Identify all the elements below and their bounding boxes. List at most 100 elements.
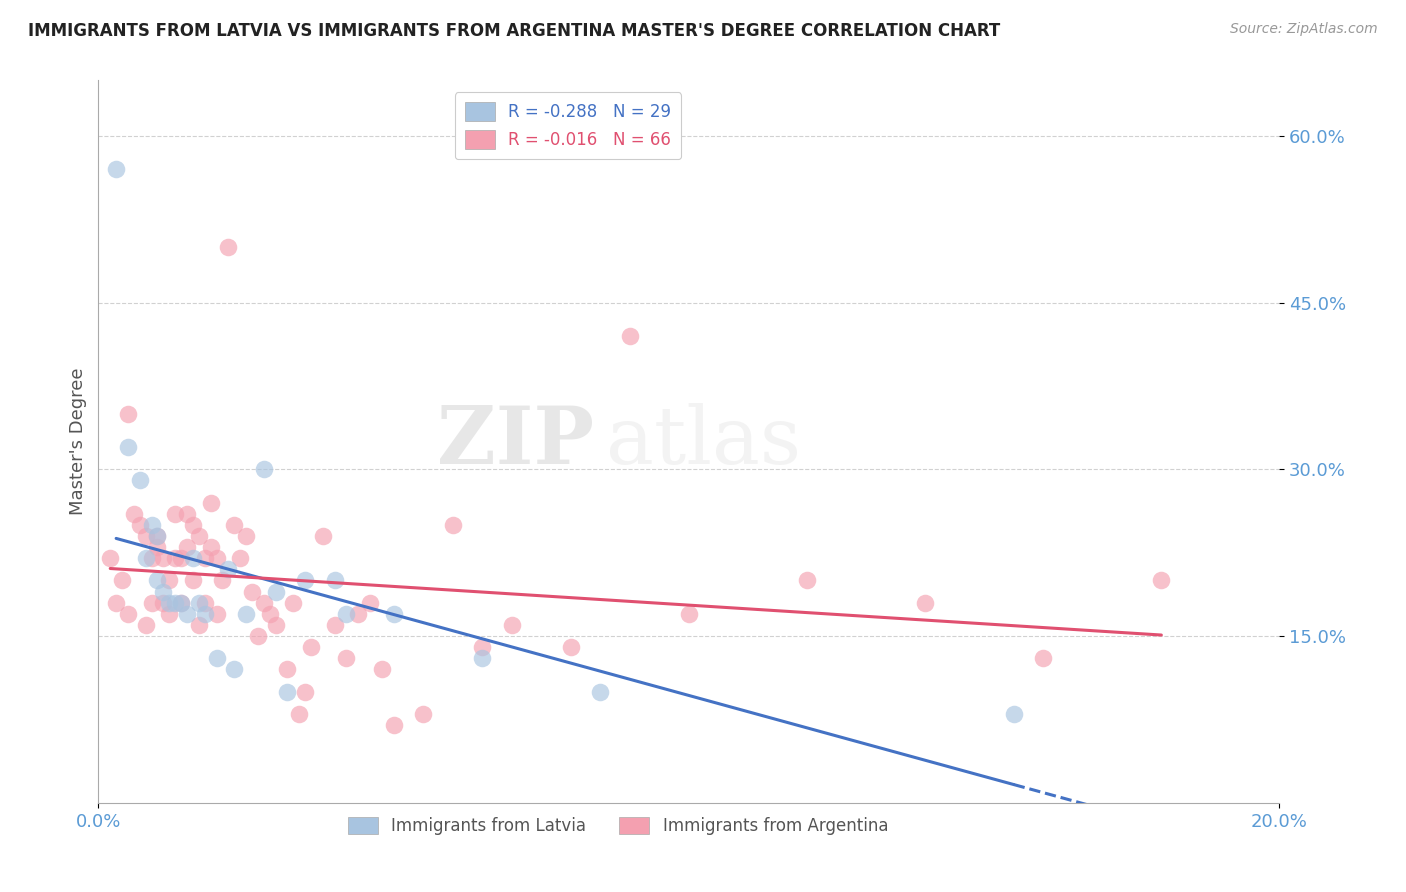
- Point: [229, 551, 252, 566]
- Point: [205, 551, 228, 566]
- Point: [176, 607, 198, 621]
- Point: [200, 496, 222, 510]
- Point: [1032, 651, 1054, 665]
- Point: [146, 529, 169, 543]
- Point: [128, 474, 150, 488]
- Point: [135, 551, 157, 566]
- Point: [181, 574, 204, 588]
- Point: [240, 584, 263, 599]
- Point: [235, 607, 257, 621]
- Text: atlas: atlas: [606, 402, 801, 481]
- Point: [246, 629, 269, 643]
- Point: [176, 540, 198, 554]
- Point: [146, 574, 169, 588]
- Point: [235, 529, 257, 543]
- Point: [122, 507, 145, 521]
- Point: [619, 329, 641, 343]
- Point: [276, 662, 298, 676]
- Point: [253, 596, 276, 610]
- Point: [170, 551, 193, 566]
- Point: [211, 574, 233, 588]
- Point: [560, 640, 582, 655]
- Point: [181, 517, 204, 532]
- Point: [141, 517, 163, 532]
- Point: [200, 540, 222, 554]
- Point: [678, 607, 700, 621]
- Point: [152, 596, 174, 610]
- Point: [157, 574, 180, 588]
- Point: [323, 618, 346, 632]
- Point: [283, 596, 305, 610]
- Point: [1150, 574, 1173, 588]
- Point: [412, 706, 434, 721]
- Point: [501, 618, 523, 632]
- Point: [181, 551, 204, 566]
- Point: [146, 540, 169, 554]
- Point: [264, 618, 287, 632]
- Point: [347, 607, 370, 621]
- Point: [157, 596, 180, 610]
- Point: [128, 517, 150, 532]
- Point: [135, 529, 157, 543]
- Point: [117, 440, 139, 454]
- Text: ZIP: ZIP: [437, 402, 595, 481]
- Point: [288, 706, 311, 721]
- Point: [471, 651, 494, 665]
- Point: [141, 596, 163, 610]
- Point: [205, 607, 228, 621]
- Point: [276, 684, 298, 698]
- Point: [152, 551, 174, 566]
- Point: [187, 618, 209, 632]
- Point: [264, 584, 287, 599]
- Text: Source: ZipAtlas.com: Source: ZipAtlas.com: [1230, 22, 1378, 37]
- Point: [194, 596, 217, 610]
- Point: [194, 551, 217, 566]
- Point: [294, 574, 316, 588]
- Y-axis label: Master's Degree: Master's Degree: [69, 368, 87, 516]
- Point: [253, 462, 276, 476]
- Point: [165, 551, 187, 566]
- Point: [259, 607, 281, 621]
- Point: [135, 618, 157, 632]
- Point: [796, 574, 818, 588]
- Point: [323, 574, 346, 588]
- Point: [224, 517, 246, 532]
- Point: [170, 596, 193, 610]
- Point: [359, 596, 381, 610]
- Point: [217, 240, 239, 254]
- Point: [589, 684, 612, 698]
- Point: [312, 529, 335, 543]
- Point: [117, 407, 139, 421]
- Point: [111, 574, 134, 588]
- Point: [152, 584, 174, 599]
- Point: [382, 607, 405, 621]
- Point: [176, 507, 198, 521]
- Point: [187, 596, 209, 610]
- Point: [170, 596, 193, 610]
- Point: [217, 562, 239, 576]
- Point: [117, 607, 139, 621]
- Text: IMMIGRANTS FROM LATVIA VS IMMIGRANTS FROM ARGENTINA MASTER'S DEGREE CORRELATION : IMMIGRANTS FROM LATVIA VS IMMIGRANTS FRO…: [28, 22, 1001, 40]
- Point: [1002, 706, 1025, 721]
- Point: [335, 607, 357, 621]
- Point: [371, 662, 394, 676]
- Point: [146, 529, 169, 543]
- Point: [105, 162, 128, 177]
- Point: [157, 607, 180, 621]
- Legend: Immigrants from Latvia, Immigrants from Argentina: Immigrants from Latvia, Immigrants from …: [342, 810, 896, 841]
- Point: [165, 596, 187, 610]
- Point: [294, 684, 316, 698]
- Point: [194, 607, 217, 621]
- Point: [165, 507, 187, 521]
- Point: [224, 662, 246, 676]
- Point: [382, 718, 405, 732]
- Point: [105, 596, 128, 610]
- Point: [441, 517, 464, 532]
- Point: [299, 640, 322, 655]
- Point: [187, 529, 209, 543]
- Point: [205, 651, 228, 665]
- Point: [914, 596, 936, 610]
- Point: [141, 551, 163, 566]
- Point: [471, 640, 494, 655]
- Point: [98, 551, 121, 566]
